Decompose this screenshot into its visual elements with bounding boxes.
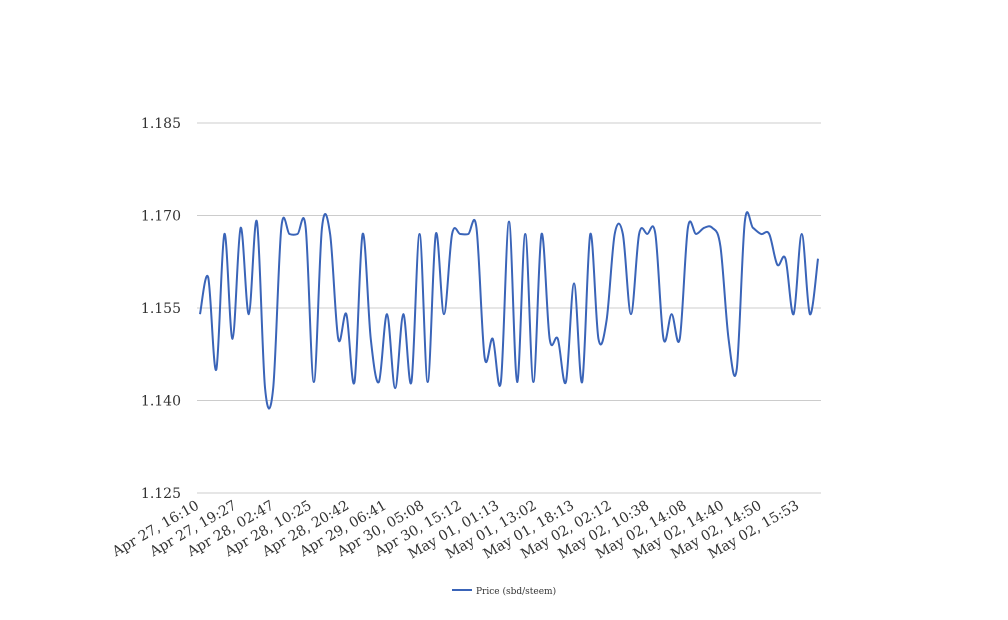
- y-tick-label: 1.125: [141, 486, 181, 502]
- y-tick-label: 1.155: [141, 301, 181, 317]
- grid-layer: [197, 122, 821, 494]
- series-layer: [199, 211, 819, 410]
- y-axis-ticks: 1.125 1.140 1.155 1.170 1.185: [141, 116, 181, 502]
- y-tick-label: 1.170: [141, 209, 181, 225]
- legend-label: Price (sbd/steem): [476, 586, 556, 597]
- y-tick-label: 1.140: [141, 394, 181, 410]
- legend: Price (sbd/steem): [452, 586, 556, 597]
- y-tick-label: 1.185: [141, 116, 181, 132]
- series-line-price: [199, 211, 819, 410]
